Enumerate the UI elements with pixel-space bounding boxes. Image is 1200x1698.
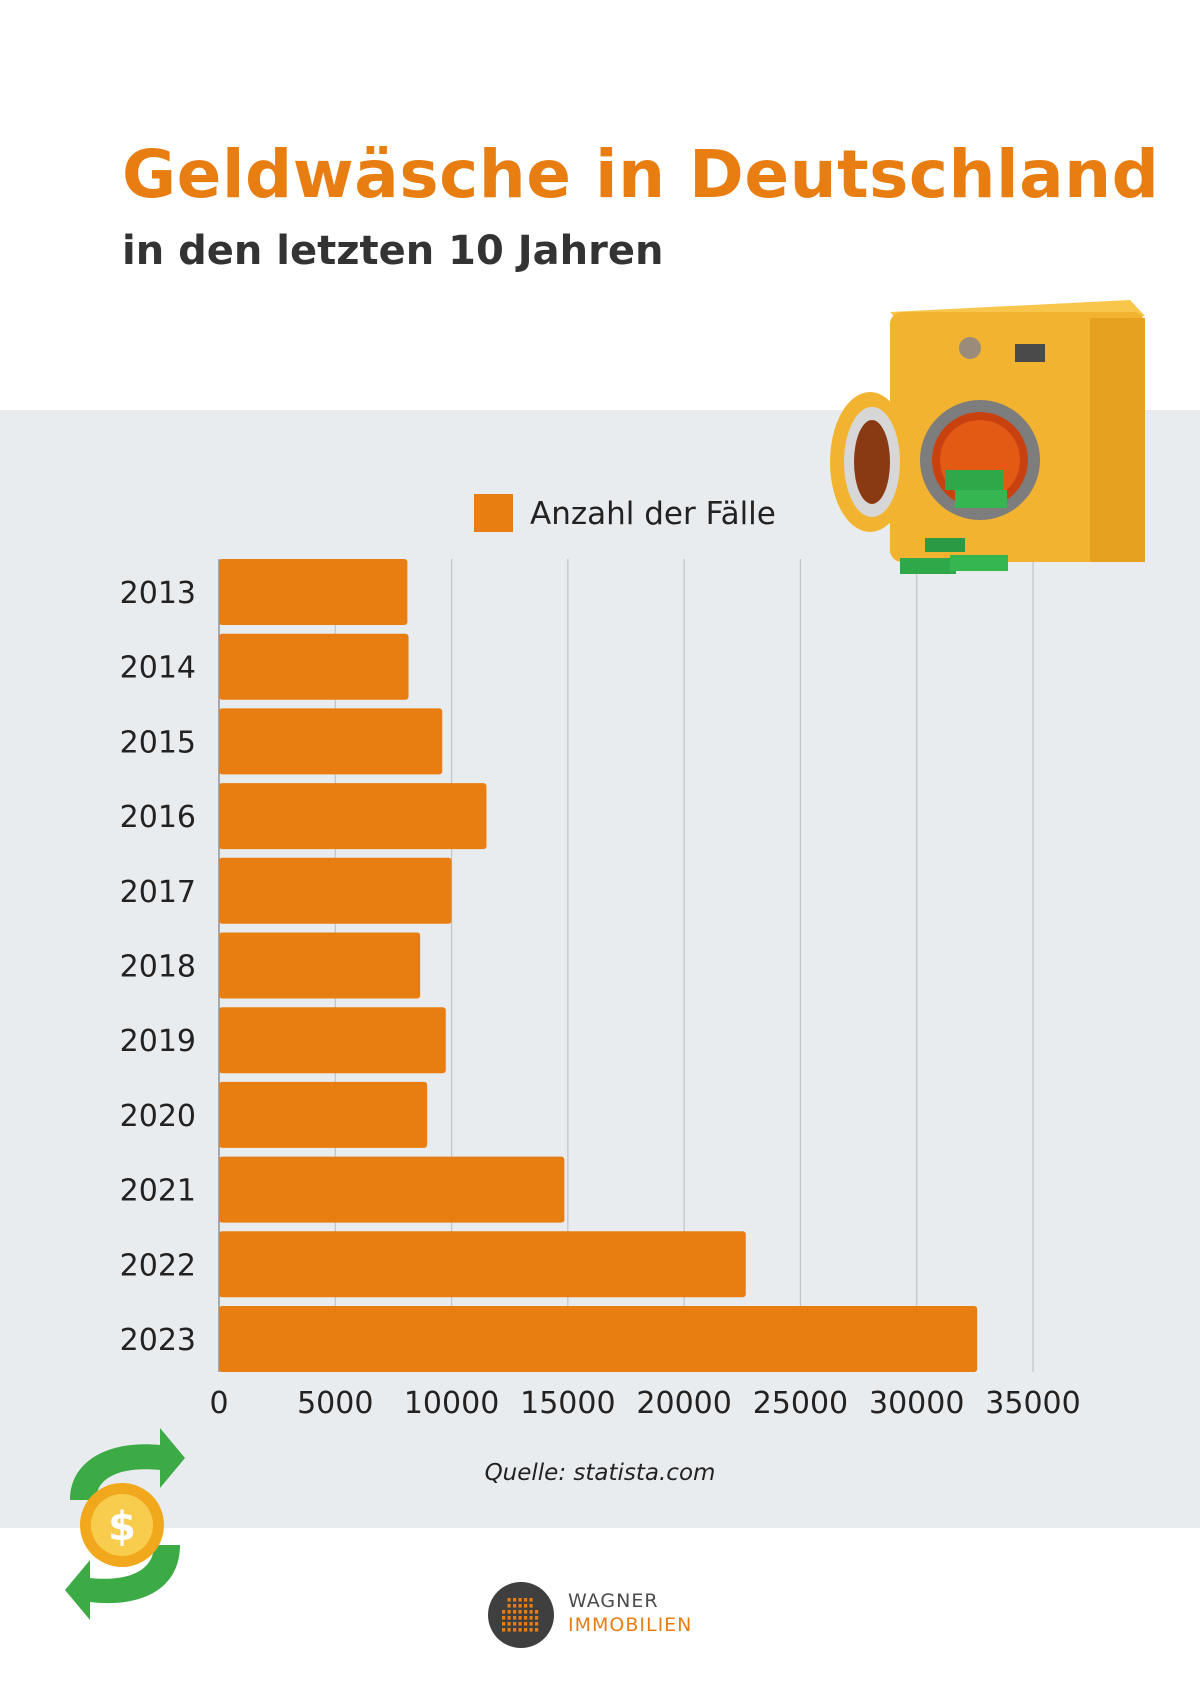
year-label: 2020 xyxy=(120,1099,196,1134)
svg-text:$: $ xyxy=(108,1504,136,1550)
x-tick-label: 0 xyxy=(209,1386,228,1421)
bar-2023 xyxy=(219,1306,978,1372)
bar-2020 xyxy=(219,1081,428,1148)
x-tick-label: 30000 xyxy=(869,1386,964,1421)
year-label: 2013 xyxy=(120,576,196,611)
company-logo: WAGNER IMMOBILIEN xyxy=(486,1580,691,1650)
bar-2013 xyxy=(219,559,408,625)
year-label: 2015 xyxy=(120,725,196,760)
chart-subtitle: in den letzten 10 Jahren xyxy=(122,228,664,274)
x-tick-labels: 0 5000 10000 15000 20000 25000 30000 35000 xyxy=(209,1386,1080,1421)
source-note: Quelle: statista.com xyxy=(484,1460,716,1486)
x-tick-label: 15000 xyxy=(520,1386,615,1421)
building-grid-icon xyxy=(488,1582,554,1648)
bar-2018 xyxy=(219,932,421,999)
year-label: 2021 xyxy=(120,1174,196,1209)
bar-2019 xyxy=(219,1007,446,1074)
year-label: 2023 xyxy=(120,1323,196,1358)
year-label: 2018 xyxy=(120,950,196,985)
bar-2017 xyxy=(219,857,452,924)
chart-title: Geldwäsche in Deutschland xyxy=(122,136,1160,213)
legend: Anzahl der Fälle xyxy=(474,494,776,532)
bar-2022 xyxy=(219,1231,746,1298)
x-tick-label: 5000 xyxy=(297,1386,373,1421)
year-labels: 2013 2014 2015 2016 2017 2018 2019 2020 2021 2022… xyxy=(120,576,196,1358)
dollar-coin-exchange-arrows-icon: $ xyxy=(65,1428,185,1620)
bars xyxy=(219,559,978,1372)
x-tick-label: 10000 xyxy=(404,1386,499,1421)
logo-text-line1: WAGNER xyxy=(568,1590,659,1612)
year-label: 2022 xyxy=(120,1248,196,1283)
bar-2015 xyxy=(219,708,443,775)
year-label: 2014 xyxy=(120,651,196,686)
x-tick-label: 25000 xyxy=(753,1386,848,1421)
year-label: 2016 xyxy=(120,800,196,835)
legend-label: Anzahl der Fälle xyxy=(530,496,776,532)
bar-2016 xyxy=(219,783,487,850)
legend-swatch xyxy=(474,494,513,532)
logo-text-line2: IMMOBILIEN xyxy=(568,1614,693,1636)
bar-2014 xyxy=(219,633,409,700)
year-label: 2017 xyxy=(120,875,196,910)
x-tick-label: 20000 xyxy=(636,1386,731,1421)
bar-2021 xyxy=(219,1156,565,1223)
year-label: 2019 xyxy=(120,1024,196,1059)
x-tick-label: 35000 xyxy=(985,1386,1080,1421)
washing-machine-with-money-icon xyxy=(830,300,1145,574)
